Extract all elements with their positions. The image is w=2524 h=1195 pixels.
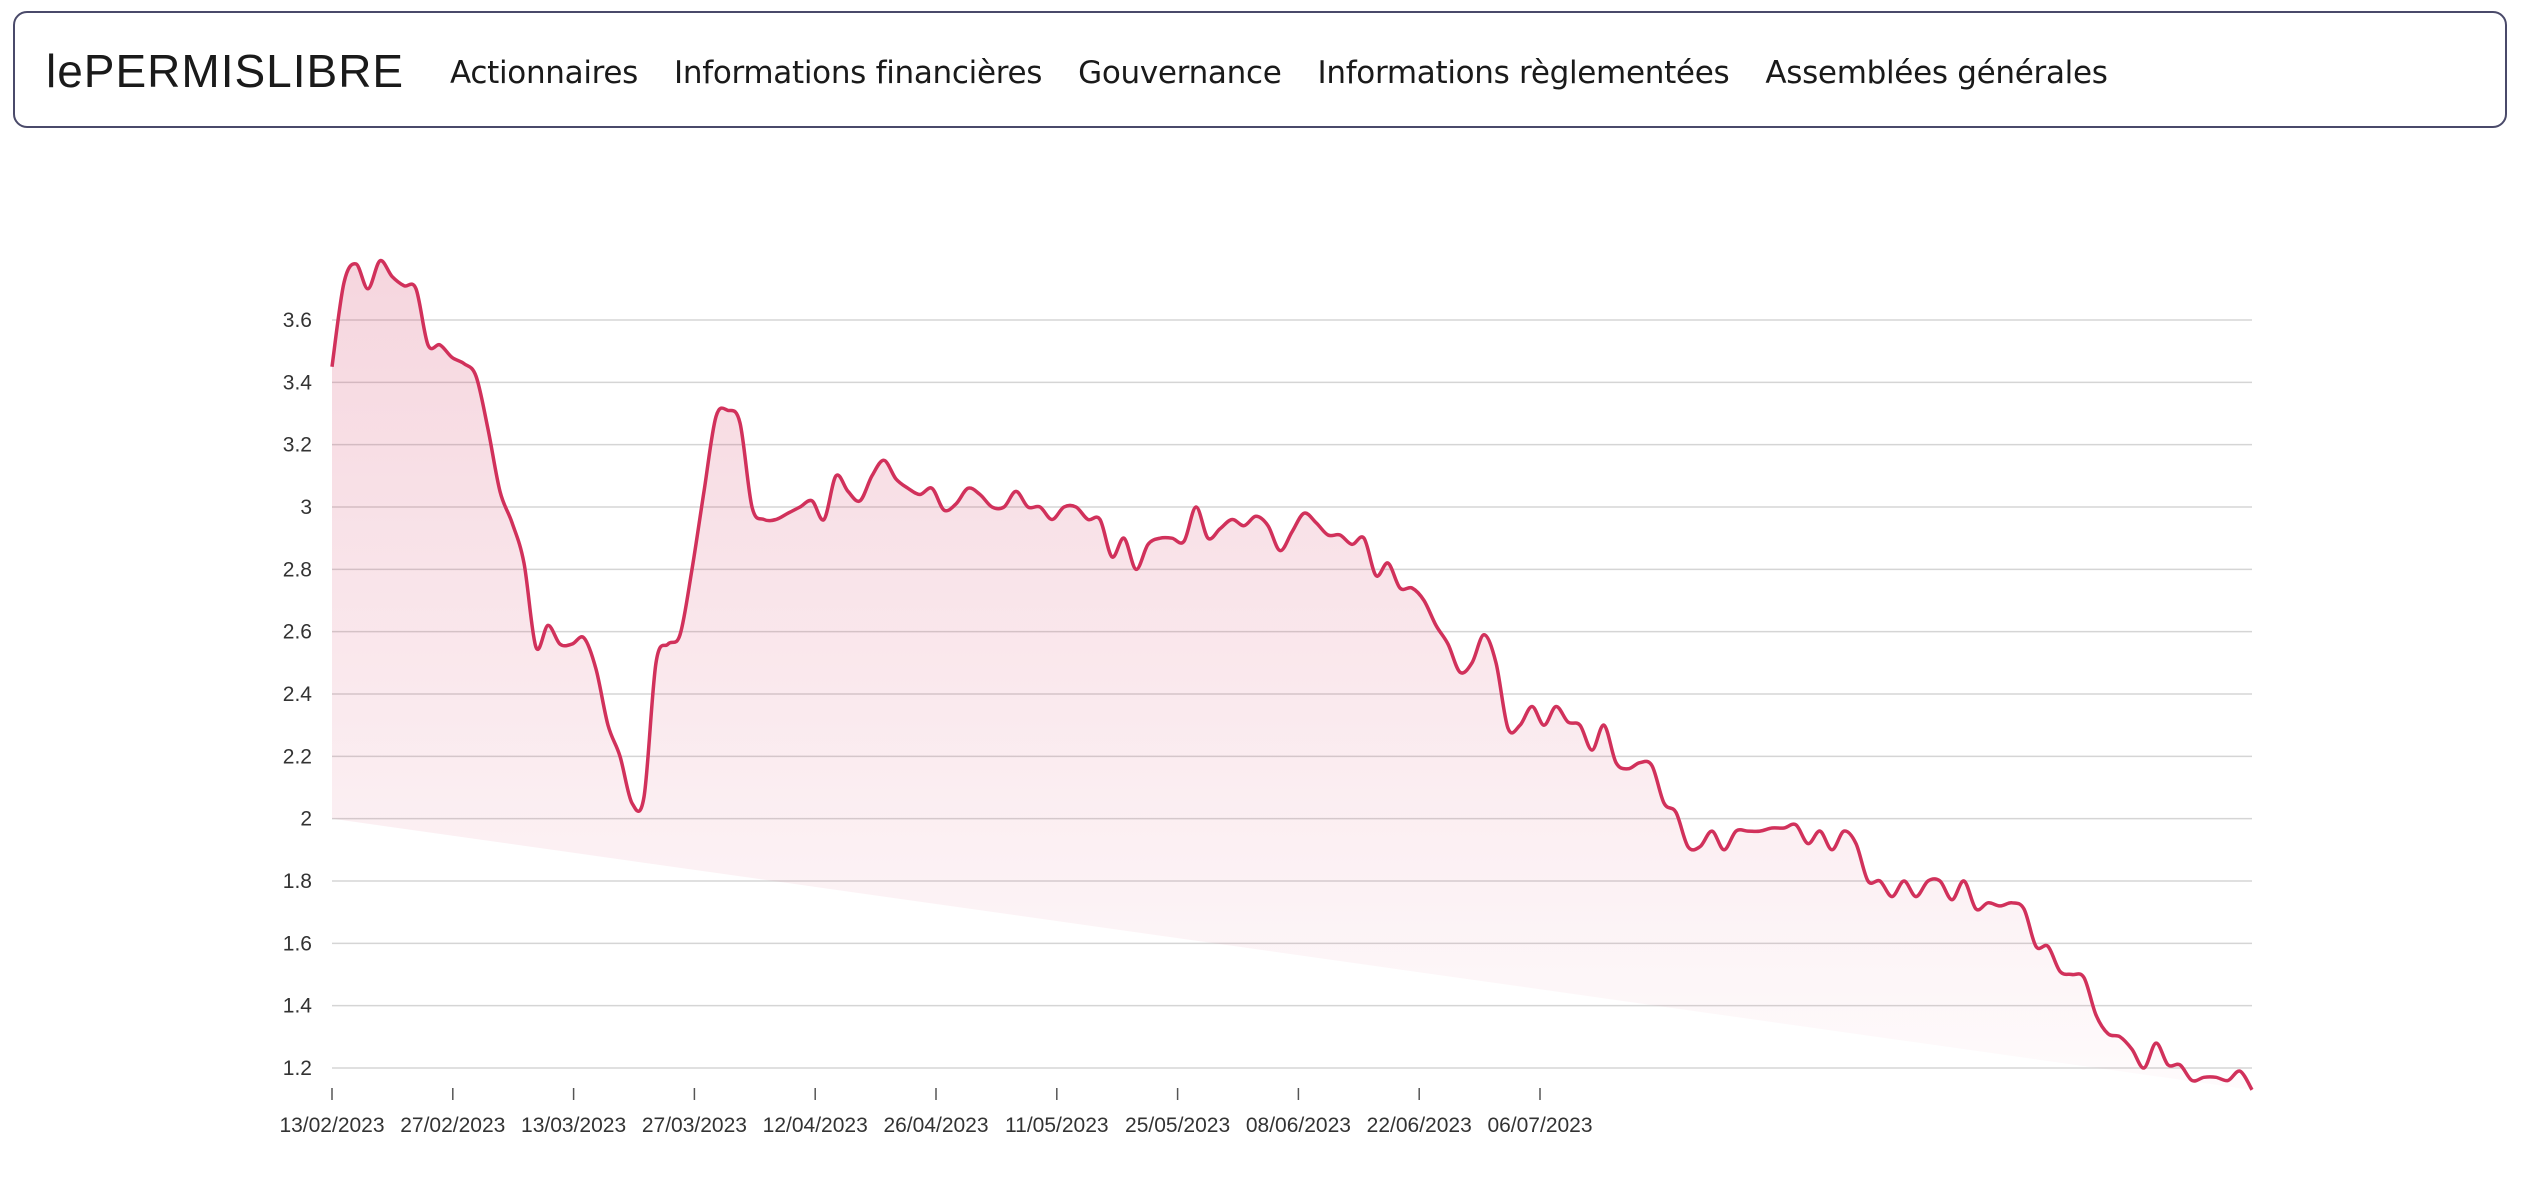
nav-item-informations-reglementees[interactable]: Informations règlementées [1317, 55, 1730, 91]
chart-svg: 1.2 1.4 1.6 1.8 2 2.2 2.4 2.6 2.8 3 3.2 3.4 3.6 13/0… [279, 258, 2254, 1137]
x-tick-label: 27/03/2023 [642, 1114, 747, 1137]
x-tick-label: 12/04/2023 [763, 1114, 868, 1137]
y-tick-label: 1.4 [283, 995, 313, 1018]
series-area [332, 260, 2252, 1090]
x-axis-labels: 13/02/2023 27/02/2023 13/03/2023 27/03/2023… [279, 1088, 1593, 1137]
x-tick-label: 13/02/2023 [279, 1114, 384, 1137]
y-tick-label: 3.6 [283, 309, 312, 332]
x-tick-label: 06/07/2023 [1487, 1114, 1592, 1137]
x-tick-label: 26/04/2023 [883, 1114, 988, 1137]
x-tick-label: 08/06/2023 [1246, 1114, 1351, 1137]
y-tick-label: 3 [300, 496, 312, 519]
stock-price-chart: 1.2 1.4 1.6 1.8 2 2.2 2.4 2.6 2.8 3 3.2 3.4 3.6 13/0… [0, 200, 2524, 1190]
series-line-path [330, 258, 2254, 1091]
y-tick-label: 3.4 [283, 371, 313, 394]
nav-item-actionnaires[interactable]: Actionnaires [450, 55, 639, 91]
y-tick-label: 2.6 [283, 621, 312, 644]
y-tick-label: 1.6 [283, 932, 312, 955]
x-tick-label: 22/06/2023 [1367, 1114, 1472, 1137]
y-tick-label: 3.2 [283, 434, 312, 457]
x-tick-label: 27/02/2023 [400, 1114, 505, 1137]
y-tick-label: 2.2 [283, 745, 312, 768]
nav-item-informations-financieres[interactable]: Informations financières [674, 55, 1043, 91]
y-tick-label: 1.2 [283, 1057, 312, 1080]
nav-item-gouvernance[interactable]: Gouvernance [1078, 55, 1282, 91]
y-tick-label: 1.8 [283, 870, 312, 893]
y-tick-label: 2.4 [283, 683, 313, 706]
brand-logo[interactable]: lePERMISLIBRE [46, 45, 405, 97]
top-navigation-bar: lePERMISLIBRE Actionnaires Informations … [13, 11, 2507, 128]
y-tick-label: 2.8 [283, 558, 312, 581]
nav-item-assemblees-generales[interactable]: Assemblées générales [1765, 55, 2108, 91]
y-axis-labels: 1.2 1.4 1.6 1.8 2 2.2 2.4 2.6 2.8 3 3.2 3.4 3.6 [283, 309, 313, 1080]
series-line [330, 258, 2254, 1091]
x-tick-label: 13/03/2023 [521, 1114, 626, 1137]
area-fill [332, 260, 2252, 1090]
x-tick-label: 11/05/2023 [1005, 1114, 1109, 1137]
y-tick-label: 2 [300, 808, 312, 831]
nav-menu: Actionnaires Informations financières Go… [450, 53, 2108, 93]
x-tick-label: 25/05/2023 [1125, 1114, 1230, 1137]
